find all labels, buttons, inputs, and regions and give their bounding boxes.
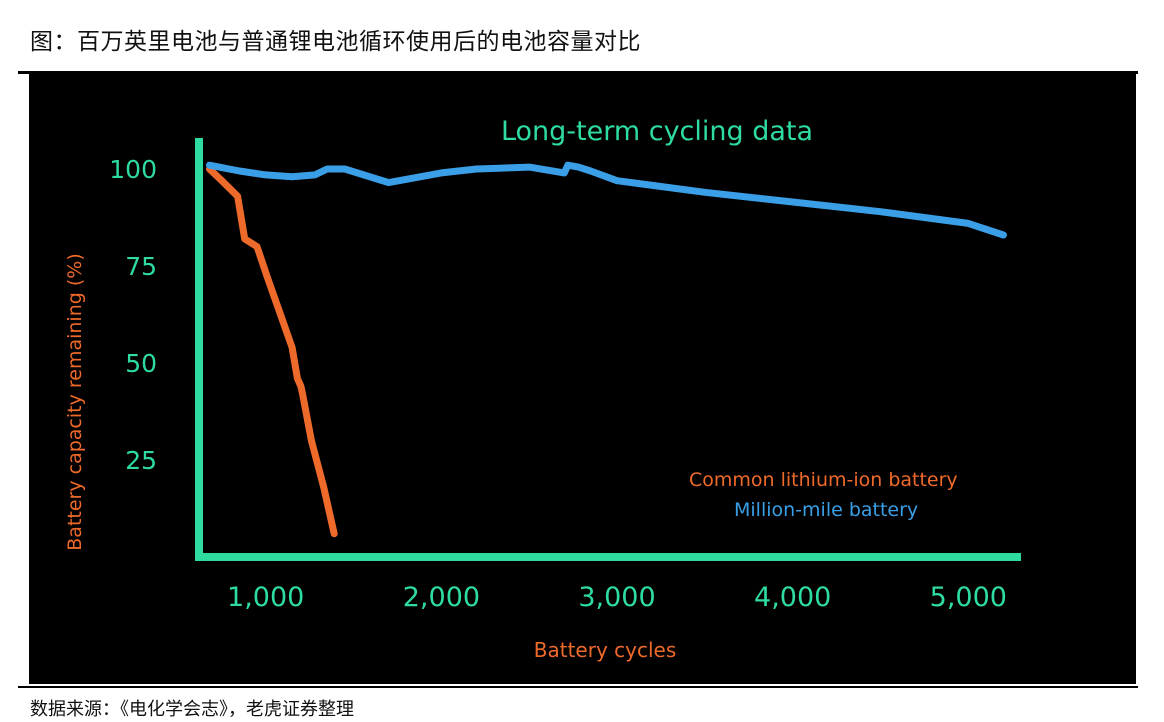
top-rule	[18, 71, 1138, 74]
series-layer	[206, 161, 1007, 538]
y-tick-labels: 100 75 50 25	[109, 155, 157, 475]
series-line-common-lithium-ion	[206, 165, 338, 538]
x-tick-label: 3,000	[578, 582, 655, 613]
legend-entry-million-mile: Million-mile battery	[734, 499, 918, 521]
x-tick-label: 2,000	[403, 582, 480, 613]
y-tick-label: 100	[109, 155, 157, 184]
x-tick-label: 5,000	[930, 582, 1007, 613]
legend: Common lithium-ion battery Million-mile …	[689, 469, 958, 521]
x-tick-labels: 1,000 2,000 3,000 4,000 5,000	[227, 582, 1007, 613]
y-tick-label: 75	[125, 252, 157, 281]
y-tick-label: 25	[125, 446, 157, 475]
x-tick-label: 4,000	[754, 582, 831, 613]
line-chart: Long-term cycling data Battery capacity …	[29, 74, 1136, 684]
y-tick-label: 50	[125, 349, 157, 378]
x-tick-label: 1,000	[227, 582, 304, 613]
chart-panel: Long-term cycling data Battery capacity …	[29, 74, 1136, 684]
figure-title: 图：百万英里电池与普通锂电池循环使用后的电池容量对比	[30, 29, 641, 55]
series-line-million-mile	[206, 161, 1007, 239]
legend-entry-common-lithium-ion: Common lithium-ion battery	[689, 469, 958, 491]
chart-title: Long-term cycling data	[501, 116, 813, 147]
source-note: 数据来源：《电化学会志》，老虎证券整理	[30, 699, 354, 720]
y-axis-label: Battery capacity remaining (%)	[64, 253, 86, 550]
x-axis-label: Battery cycles	[534, 638, 677, 662]
bottom-rule	[18, 686, 1138, 688]
